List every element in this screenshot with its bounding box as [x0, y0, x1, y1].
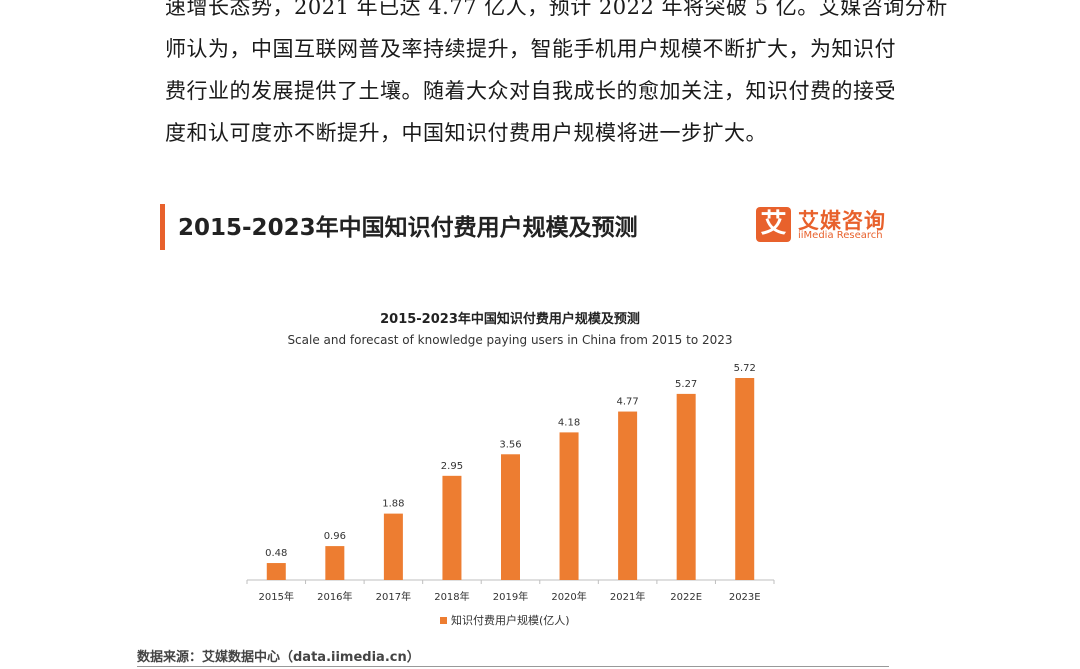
- data-label: 4.77: [616, 397, 638, 408]
- paragraph-line: 费行业的发展提供了土壤。随着大众对自我成长的愈加关注，知识付费的接受: [165, 79, 896, 103]
- paragraph-line: 速增长态势，2021 年已达 4.77 亿人，预计 2022 年将突破 5 亿。…: [165, 0, 948, 19]
- x-tick-label: 2022E: [670, 592, 702, 603]
- data-source: 数据来源：艾媒数据中心（data.iimedia.cn）: [137, 650, 420, 665]
- data-label: 2.95: [441, 461, 463, 472]
- data-label: 1.88: [382, 499, 404, 510]
- x-tick-label: 2020年: [551, 590, 586, 603]
- bar: [383, 513, 403, 580]
- bar: [442, 475, 462, 580]
- bar: [735, 378, 755, 580]
- x-tick-label: 2023E: [729, 592, 761, 603]
- x-tick-label: 2015年: [259, 590, 294, 603]
- paragraph-line: 度和认可度亦不断提升，中国知识付费用户规模将进一步扩大。: [165, 121, 767, 145]
- section-title: 2015-2023年中国知识付费用户规模及预测: [178, 215, 638, 241]
- x-tick-label: 2018年: [434, 590, 469, 603]
- bar: [325, 546, 345, 580]
- bar: [676, 393, 696, 580]
- data-label: 0.96: [324, 531, 346, 542]
- chart-subtitle: Scale and forecast of knowledge paying u…: [287, 333, 733, 347]
- data-label: 0.48: [265, 548, 287, 559]
- bar: [501, 454, 520, 580]
- x-tick-label: 2019年: [493, 590, 528, 603]
- logo-name-en: iiMedia Research: [798, 230, 883, 241]
- logo-mark-icon: 艾: [756, 207, 791, 242]
- logo-name-cn: 艾媒咨询: [798, 209, 886, 233]
- chart-title: 2015-2023年中国知识付费用户规模及预测: [380, 312, 640, 327]
- data-label: 5.72: [734, 363, 756, 374]
- x-tick-label: 2021年: [610, 590, 645, 603]
- paragraph-line: 师认为，中国互联网普及率持续提升，智能手机用户规模不断扩大，为知识付: [165, 37, 896, 61]
- section-accent-bar: [160, 204, 165, 250]
- data-label: 4.18: [558, 417, 580, 428]
- source-divider: [137, 666, 889, 667]
- data-label: 5.27: [675, 379, 697, 390]
- data-label: 3.56: [499, 439, 521, 450]
- chart-legend: 知识付费用户规模(亿人): [440, 612, 570, 628]
- x-tick-label: 2016年: [317, 590, 352, 603]
- legend-swatch: [440, 616, 447, 624]
- intro-paragraph: 速增长态势，2021 年已达 4.77 亿人，预计 2022 年将突破 5 亿。…: [165, 0, 948, 154]
- bar: [559, 432, 579, 580]
- legend-label: 知识付费用户规模(亿人): [451, 614, 570, 627]
- x-tick-label: 2017年: [376, 590, 411, 603]
- bar: [266, 563, 286, 580]
- bar: [618, 411, 638, 580]
